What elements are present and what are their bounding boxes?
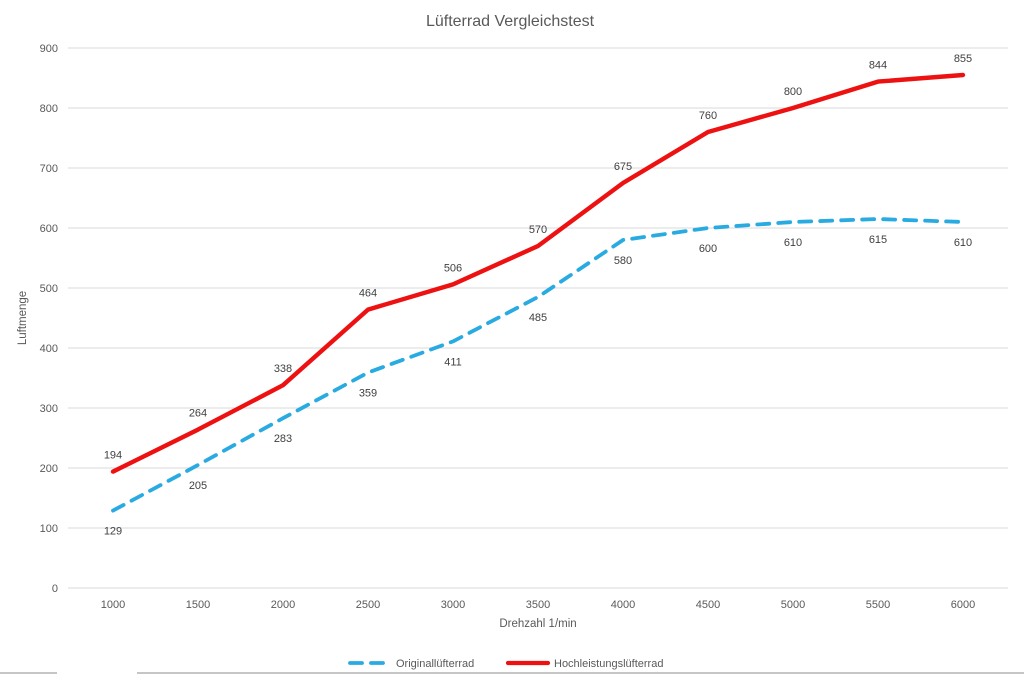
data-label: 570 bbox=[529, 224, 547, 236]
data-label: 855 bbox=[954, 53, 972, 65]
series-line-originallüfterrad bbox=[111, 217, 965, 513]
data-label: 264 bbox=[189, 408, 207, 420]
y-tick-label: 800 bbox=[40, 103, 58, 115]
y-tick-label: 900 bbox=[40, 43, 58, 55]
y-tick-label: 400 bbox=[40, 343, 58, 355]
y-tick-label: 200 bbox=[40, 463, 58, 475]
data-label: 615 bbox=[869, 234, 887, 246]
series-line-hochleistungslüfterrad bbox=[110, 72, 966, 474]
data-label: 580 bbox=[614, 255, 632, 267]
x-axis-tick-labels: 1000 1500 2000 2500 3000 3500 4000 4500 5000 5500… bbox=[101, 599, 975, 611]
x-tick-label: 1500 bbox=[186, 599, 210, 611]
data-label: 506 bbox=[444, 262, 462, 274]
legend-item-originallüfterrad: Originallüfterrad bbox=[348, 658, 474, 670]
y-tick-label: 100 bbox=[40, 523, 58, 535]
data-label: 844 bbox=[869, 60, 887, 72]
x-tick-label: 5000 bbox=[781, 599, 805, 611]
data-label: 485 bbox=[529, 312, 547, 324]
series-lines bbox=[110, 72, 966, 513]
y-tick-label: 500 bbox=[40, 283, 58, 295]
data-label: 464 bbox=[359, 288, 377, 300]
data-label: 610 bbox=[954, 237, 972, 249]
gridlines bbox=[68, 47, 1008, 589]
data-label: 338 bbox=[274, 363, 292, 375]
data-label: 205 bbox=[189, 480, 207, 492]
data-label: 411 bbox=[444, 356, 462, 368]
data-label: 610 bbox=[784, 237, 802, 249]
data-label: 359 bbox=[359, 388, 377, 400]
legend: Originallüfterrad Hochleistungslüfterrad bbox=[348, 658, 663, 670]
data-label: 283 bbox=[274, 433, 292, 445]
data-label: 129 bbox=[104, 526, 122, 538]
x-tick-label: 1000 bbox=[101, 599, 125, 611]
chart-title: Lüfterrad Vergleichstest bbox=[426, 13, 595, 30]
x-tick-label: 3500 bbox=[526, 599, 550, 611]
x-tick-label: 2500 bbox=[356, 599, 380, 611]
x-axis-title: Drehzahl 1/min bbox=[499, 618, 576, 630]
y-tick-label: 600 bbox=[40, 223, 58, 235]
x-tick-label: 4000 bbox=[611, 599, 635, 611]
data-label: 800 bbox=[784, 86, 802, 98]
legend-label: Hochleistungslüfterrad bbox=[554, 658, 663, 670]
x-tick-label: 6000 bbox=[951, 599, 975, 611]
y-tick-label: 700 bbox=[40, 163, 58, 175]
data-label: 600 bbox=[699, 243, 717, 255]
data-label: 760 bbox=[699, 110, 717, 122]
y-axis-title: Luftmenge bbox=[17, 291, 29, 345]
legend-item-hochleistungslüfterrad: Hochleistungslüfterrad bbox=[505, 658, 663, 670]
data-labels: 129 205 283 359 411 485 580 600 610 615 610 194 264 3… bbox=[104, 53, 972, 538]
data-label: 675 bbox=[614, 161, 632, 173]
x-tick-label: 4500 bbox=[696, 599, 720, 611]
y-tick-label: 300 bbox=[40, 403, 58, 415]
x-tick-label: 2000 bbox=[271, 599, 295, 611]
x-tick-label: 5500 bbox=[866, 599, 890, 611]
y-axis-tick-labels: 0 100 200 300 400 500 600 700 800 900 bbox=[40, 43, 58, 595]
legend-label: Originallüfterrad bbox=[396, 658, 474, 670]
x-tick-label: 3000 bbox=[441, 599, 465, 611]
data-label: 194 bbox=[104, 450, 122, 462]
y-tick-label: 0 bbox=[52, 583, 58, 595]
